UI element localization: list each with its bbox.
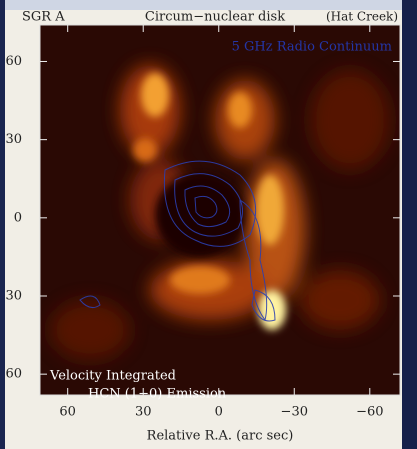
- chart-title: Circum−nuclear disk: [145, 10, 285, 25]
- y-tick-label: 60: [5, 54, 22, 69]
- annotation: HCN (1−0) Emission: [88, 387, 227, 402]
- y-tick-label: 60: [5, 367, 22, 382]
- annotation: Velocity Integrated: [49, 369, 176, 384]
- emission-image: [40, 25, 400, 395]
- right-strip: [402, 0, 417, 449]
- x-tick-label: 0: [215, 405, 223, 420]
- subtitle: SGR A: [22, 10, 65, 25]
- left-strip: [0, 0, 5, 449]
- annotation: 5 GHz Radio Continuum: [232, 40, 392, 55]
- y-tick-label: 30: [5, 132, 22, 147]
- top-strip: [0, 0, 417, 10]
- x-tick-label: 60: [59, 405, 76, 420]
- x-tick-label: −30: [281, 405, 308, 420]
- source: (Hat Creek): [326, 10, 398, 24]
- image-frame: [39, 24, 401, 396]
- x-tick-label: 30: [135, 405, 152, 420]
- y-tick-label: 0: [14, 210, 22, 225]
- x-tick-label: −60: [356, 405, 383, 420]
- y-tick-label: 30: [5, 288, 22, 303]
- x-axis-label: Relative R.A. (arc sec): [147, 429, 294, 444]
